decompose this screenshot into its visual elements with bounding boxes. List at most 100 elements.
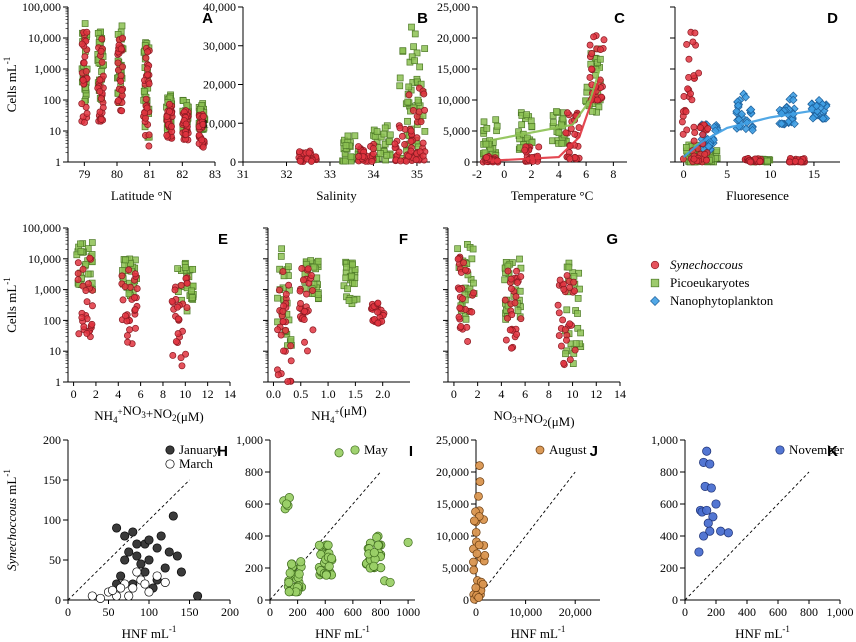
x-tick-label: 6 bbox=[522, 387, 528, 401]
data-point bbox=[143, 104, 151, 112]
y-tick-label: 0 bbox=[672, 593, 678, 607]
data-point bbox=[560, 359, 568, 367]
data-point bbox=[326, 553, 337, 563]
data-point bbox=[95, 593, 105, 603]
data-point bbox=[405, 91, 413, 99]
x-tick-label: 10 bbox=[765, 167, 777, 181]
data-point bbox=[549, 119, 557, 126]
panel-letter: E bbox=[218, 231, 228, 248]
x-axis-label: HNF mL-1 bbox=[735, 624, 790, 641]
data-point bbox=[280, 347, 287, 355]
data-point bbox=[708, 512, 718, 522]
x-tick-label: 2 bbox=[529, 167, 535, 181]
y-tick-label: 0 bbox=[463, 593, 469, 607]
data-point bbox=[507, 285, 515, 293]
data-point bbox=[305, 149, 313, 157]
data-point bbox=[160, 563, 170, 573]
x-tick-label: 200 bbox=[289, 605, 307, 619]
data-point bbox=[307, 257, 315, 264]
data-point bbox=[284, 587, 294, 597]
data-point bbox=[278, 245, 286, 253]
x-tick-label: 32 bbox=[280, 167, 292, 181]
data-point bbox=[277, 253, 285, 260]
x-tick-label: 400 bbox=[316, 605, 334, 619]
data-point bbox=[502, 336, 510, 344]
data-point bbox=[309, 287, 316, 294]
data-point bbox=[199, 112, 207, 120]
data-point bbox=[517, 273, 525, 281]
series-picoeukaryotes bbox=[454, 240, 585, 367]
panel-letter: F bbox=[399, 231, 408, 248]
x-tick-label: 100 bbox=[140, 605, 158, 619]
data-point bbox=[690, 155, 698, 163]
data-point bbox=[483, 154, 490, 161]
data-point bbox=[117, 45, 125, 53]
data-point bbox=[294, 569, 304, 579]
data-point bbox=[471, 527, 481, 537]
data-point bbox=[74, 259, 82, 267]
y-tick-label: 200 bbox=[660, 561, 678, 575]
data-point bbox=[694, 547, 704, 557]
data-point bbox=[408, 23, 415, 31]
legend-label: January bbox=[179, 442, 220, 457]
x-tick-label: 5 bbox=[724, 167, 730, 181]
data-point bbox=[513, 330, 521, 338]
data-point bbox=[474, 540, 484, 550]
data-point bbox=[395, 148, 403, 156]
data-point bbox=[284, 577, 294, 588]
panel-F: 0.0 0.5 1.0 1.5 2.0 F NH4+(μM) bbox=[263, 227, 410, 425]
data-point bbox=[189, 294, 196, 301]
y-tick-label: 10,000 bbox=[437, 93, 470, 107]
data-point bbox=[556, 276, 564, 284]
y-tick-label: 1,000 bbox=[236, 433, 263, 447]
legend-marker bbox=[535, 445, 545, 455]
x-tick-label: 600 bbox=[344, 605, 362, 619]
data-point bbox=[680, 93, 688, 100]
data-point bbox=[174, 330, 182, 338]
data-point bbox=[480, 551, 490, 560]
data-point bbox=[188, 287, 195, 295]
data-point bbox=[566, 320, 574, 328]
data-point bbox=[298, 265, 306, 272]
data-point bbox=[182, 120, 190, 128]
panel-I: 0 200 400 600 800 1000 0 200 400 600 800 1,000 I HNF … bbox=[236, 433, 420, 641]
data-point bbox=[274, 326, 282, 334]
data-point bbox=[132, 551, 142, 561]
series-may bbox=[279, 448, 413, 597]
y-tick-label: 40,000 bbox=[203, 0, 236, 14]
data-point bbox=[407, 147, 415, 155]
data-point bbox=[797, 158, 805, 166]
data-point bbox=[132, 539, 142, 549]
data-point bbox=[504, 267, 512, 275]
data-point bbox=[593, 96, 601, 104]
data-point bbox=[691, 129, 699, 137]
data-point bbox=[421, 127, 429, 135]
data-point bbox=[563, 306, 571, 314]
data-point bbox=[131, 270, 139, 278]
data-point bbox=[516, 255, 523, 263]
data-point bbox=[746, 105, 756, 114]
y-tick-label: 0 bbox=[230, 155, 236, 169]
y-tick-label: 1 bbox=[55, 375, 61, 389]
data-point bbox=[455, 285, 463, 293]
data-point bbox=[791, 157, 799, 165]
data-point bbox=[78, 40, 86, 48]
panel-letter: K bbox=[827, 443, 838, 460]
data-point bbox=[84, 280, 92, 288]
data-point bbox=[156, 531, 166, 541]
data-point bbox=[287, 342, 295, 350]
data-point bbox=[713, 147, 721, 154]
data-point bbox=[699, 531, 709, 541]
data-point bbox=[144, 555, 154, 565]
y-tick-label: 0 bbox=[464, 155, 470, 169]
x-axis-label: HNF mL-1 bbox=[511, 624, 566, 641]
data-point bbox=[174, 303, 181, 311]
data-point bbox=[89, 302, 96, 310]
data-point bbox=[555, 309, 563, 317]
data-point bbox=[399, 47, 407, 54]
x-axis-label: Temperature °C bbox=[511, 188, 594, 203]
data-point bbox=[711, 499, 721, 509]
y-tick-label: 5,000 bbox=[442, 561, 469, 575]
data-point bbox=[128, 527, 138, 537]
data-point bbox=[565, 263, 573, 271]
